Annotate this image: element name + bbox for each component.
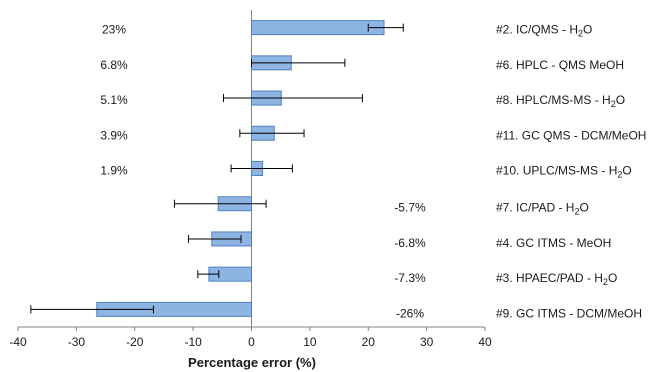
chart-value-labels: 23% 6.8% 5.1% 3.9% 1.9% -5.7% -6.8% -7.3% -26% bbox=[100, 23, 426, 321]
value-label: 3.9% bbox=[100, 128, 128, 142]
category-label: #10. UPLC/MS-MS - H2O bbox=[496, 164, 632, 180]
category-label: #6. HPLC - QMS MeOH bbox=[496, 58, 624, 72]
category-label: #9. GC ITMS - DCM/MeOH bbox=[496, 306, 642, 320]
value-label: -26% bbox=[396, 306, 424, 320]
value-label: -6.8% bbox=[394, 236, 426, 250]
value-label: 5.1% bbox=[100, 93, 128, 107]
x-tick-label: 30 bbox=[420, 335, 434, 349]
value-label: 1.9% bbox=[100, 164, 128, 178]
chart-bars bbox=[96, 20, 385, 317]
category-label: #4. GC ITMS - MeOH bbox=[496, 236, 611, 250]
x-tick-label: 20 bbox=[362, 335, 376, 349]
category-label: #8. HPLC/MS-MS - H2O bbox=[496, 93, 625, 109]
category-label: #3. HPAEC/PAD - H2O bbox=[496, 271, 617, 287]
category-label: #11. GC QMS - DCM/MeOH bbox=[496, 128, 646, 142]
value-label: -7.3% bbox=[394, 271, 426, 285]
chart-category-labels: #2. IC/QMS - H2O #6. HPLC - QMS MeOH #8. H… bbox=[496, 23, 646, 321]
value-label: 23% bbox=[102, 23, 126, 37]
category-label: #7. IC/PAD - H2O bbox=[496, 201, 589, 217]
chart-error-bars bbox=[30, 23, 404, 314]
bar bbox=[251, 20, 385, 36]
x-tick-label: 10 bbox=[303, 335, 317, 349]
x-tick-label: 40 bbox=[478, 335, 492, 349]
x-tick-label: -10 bbox=[184, 335, 202, 349]
x-axis-label: Percentage error (%) bbox=[188, 355, 316, 370]
x-tick-label: 0 bbox=[248, 335, 255, 349]
x-tick-label: -40 bbox=[9, 335, 27, 349]
value-label: -5.7% bbox=[394, 201, 426, 215]
category-label: #2. IC/QMS - H2O bbox=[496, 23, 592, 39]
value-label: 6.8% bbox=[100, 58, 128, 72]
x-tick-label: -30 bbox=[68, 335, 86, 349]
x-tick-label: -20 bbox=[126, 335, 144, 349]
chart-tick-labels: -40 -30 -20 -10 0 10 20 30 40 bbox=[9, 335, 492, 349]
